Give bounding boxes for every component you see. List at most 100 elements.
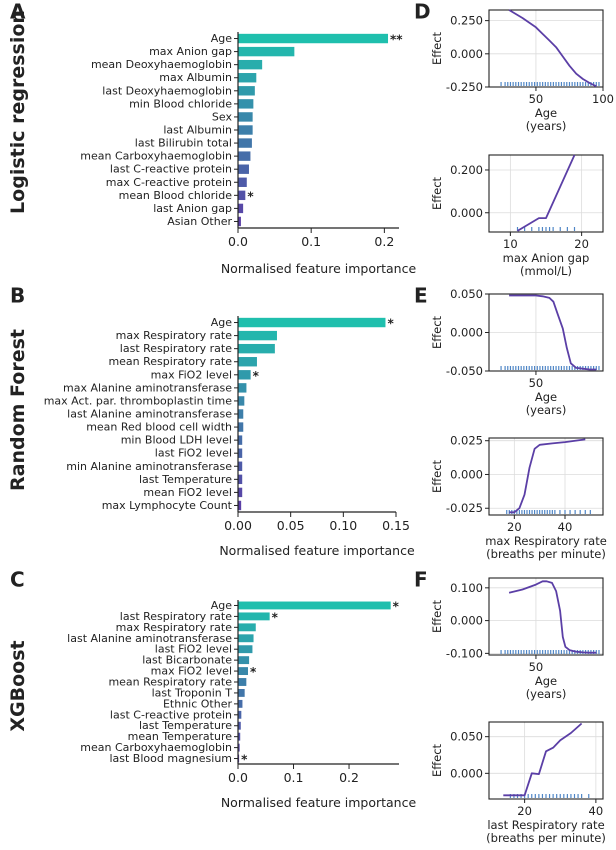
feature-label: last Blood magnesium bbox=[109, 752, 232, 765]
x-axis-title: Normalised feature importance bbox=[219, 543, 415, 558]
x-tick-label: 0.1 bbox=[301, 234, 321, 249]
feature-label: last Anion gap bbox=[153, 202, 232, 215]
feature-bar bbox=[238, 710, 242, 719]
y-tick-label: 0.000 bbox=[450, 766, 483, 780]
x-axis-unit: (mmol/L) bbox=[520, 264, 572, 278]
pdp-curve bbox=[503, 722, 583, 797]
pdp-panel-d1: D -0.250 0.000 0.250 50 100 Effect Age(years) bbox=[414, 0, 614, 133]
feature-bar bbox=[238, 699, 243, 708]
y-tick-label: 0.100 bbox=[450, 581, 483, 595]
feature-label: last Alanine aminotransferase bbox=[67, 408, 232, 421]
feature-label: Age bbox=[211, 316, 233, 329]
panel-letter: B bbox=[10, 284, 25, 308]
feature-bar bbox=[238, 177, 247, 187]
feature-label: last Temperature bbox=[139, 473, 232, 486]
feature-bar bbox=[238, 86, 255, 96]
feature-label: last Alanine aminotransferase bbox=[67, 632, 232, 645]
feature-bar bbox=[238, 732, 241, 741]
x-axis-title: Age bbox=[535, 390, 557, 404]
y-tick-label: -0.025 bbox=[446, 501, 483, 515]
feature-bar bbox=[238, 435, 243, 445]
feature-label: last FiO2 level bbox=[155, 447, 232, 460]
plot-frame bbox=[488, 721, 604, 800]
feature-label: min Alanine aminotransferase bbox=[66, 460, 232, 473]
y-tick-label: 0.000 bbox=[450, 206, 483, 220]
x-tick-label: 50 bbox=[529, 376, 544, 390]
x-tick-label: 0.10 bbox=[329, 518, 357, 533]
feature-bar bbox=[238, 448, 243, 458]
feature-bar bbox=[238, 46, 295, 57]
y-tick-label: 0.025 bbox=[450, 434, 483, 448]
feature-bar bbox=[238, 601, 391, 610]
feature-label: last Albumin bbox=[163, 124, 232, 137]
feature-bar bbox=[238, 623, 256, 632]
feature-bar bbox=[238, 721, 241, 730]
x-tick-label: 50 bbox=[529, 660, 544, 674]
feature-label: last Deoxyhaemoglobin bbox=[102, 84, 232, 97]
feature-label: max FiO2 level bbox=[151, 665, 232, 678]
significance-marker: * bbox=[387, 317, 394, 331]
x-tick-label: 0.2 bbox=[339, 770, 359, 785]
panel-letter: A bbox=[10, 0, 26, 24]
feature-label: max Respiratory rate bbox=[116, 621, 233, 634]
bar-panel-c: C XGBoost Age * last Respiratory rate * max Re… bbox=[7, 568, 416, 811]
feature-label: last Bicarbonate bbox=[142, 654, 232, 667]
x-axis-title: max Anion gap bbox=[503, 251, 590, 265]
feature-label: max C-reactive protein bbox=[106, 176, 232, 189]
feature-label: last C-reactive protein bbox=[110, 163, 232, 176]
feature-bar bbox=[238, 125, 253, 135]
x-tick-label: 10 bbox=[503, 237, 518, 251]
feature-label: last C-reactive protein bbox=[110, 708, 232, 721]
feature-label: max Respiratory rate bbox=[116, 329, 233, 342]
pdp-curve bbox=[508, 9, 597, 88]
feature-label: mean Blood chloride bbox=[119, 189, 233, 202]
significance-marker: ** bbox=[390, 33, 403, 47]
feature-label: Asian Other bbox=[167, 215, 232, 228]
y-tick-label: 0.250 bbox=[450, 14, 483, 28]
feature-bar bbox=[238, 343, 275, 354]
feature-bar bbox=[238, 612, 270, 621]
feature-bar bbox=[238, 461, 243, 471]
feature-label: last FiO2 level bbox=[155, 643, 232, 656]
feature-label: Sex bbox=[212, 110, 233, 123]
x-tick-label: 0.00 bbox=[224, 518, 252, 533]
feature-bar bbox=[238, 396, 245, 406]
feature-bar bbox=[238, 500, 242, 511]
feature-bar bbox=[238, 645, 253, 654]
panel-letter: F bbox=[414, 568, 428, 592]
y-axis-title: Effect bbox=[430, 743, 444, 777]
pdp-panel-d2: 0.000 0.200 10 20 Effect max Anion gap(mmol/L… bbox=[430, 154, 604, 278]
y-tick-label: 0.050 bbox=[450, 730, 483, 744]
significance-marker: * bbox=[253, 369, 260, 383]
x-axis-unit: (breaths per minute) bbox=[486, 831, 606, 845]
x-axis-unit: (years) bbox=[526, 119, 567, 133]
feature-label: mean Carboxyhaemoglobin bbox=[80, 741, 232, 754]
feature-label: Age bbox=[211, 32, 233, 45]
x-tick-label: 40 bbox=[589, 804, 604, 818]
feature-label: mean Red blood cell width bbox=[86, 421, 232, 434]
plot-frame bbox=[488, 437, 604, 516]
x-tick-label: 20 bbox=[507, 520, 522, 534]
feature-bar bbox=[238, 422, 244, 432]
x-axis-unit: (years) bbox=[526, 403, 567, 417]
feature-label: max Anion gap bbox=[149, 45, 232, 58]
feature-bar bbox=[238, 33, 389, 44]
feature-bar bbox=[238, 634, 254, 643]
feature-bar bbox=[238, 474, 243, 485]
model-name-label: Random Forest bbox=[7, 329, 29, 491]
x-tick-label: 0.05 bbox=[277, 518, 305, 533]
feature-label: mean Temperature bbox=[128, 730, 233, 743]
feature-label: min Blood chloride bbox=[129, 97, 232, 110]
x-tick-label: 20 bbox=[574, 237, 589, 251]
feature-label: last Respiratory rate bbox=[120, 342, 232, 355]
x-axis-title: Normalised feature importance bbox=[221, 261, 417, 276]
y-axis-title: Effect bbox=[430, 599, 444, 633]
x-tick-label: 50 bbox=[529, 92, 544, 106]
model-name-label: XGBoost bbox=[7, 640, 29, 731]
y-tick-label: 0.000 bbox=[450, 614, 483, 628]
panel-letter: D bbox=[414, 0, 431, 24]
x-axis-title: last Respiratory rate bbox=[487, 818, 604, 832]
y-axis-title: Effect bbox=[430, 176, 444, 210]
feature-bar bbox=[238, 688, 245, 697]
